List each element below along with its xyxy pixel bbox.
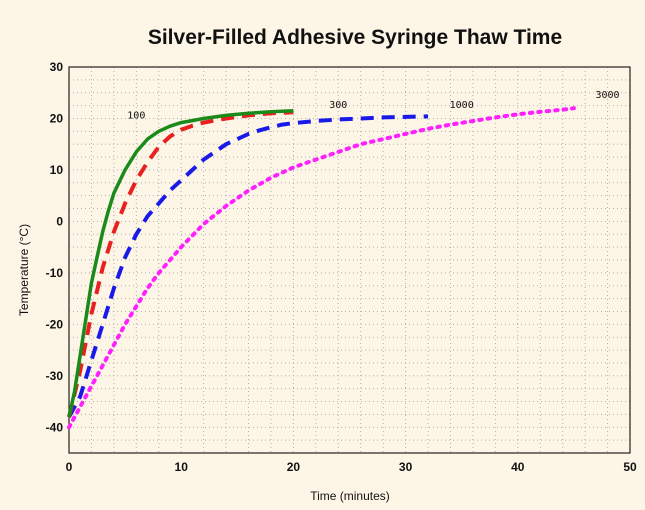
y-tick-label: -30 [46,369,64,383]
x-tick-label: 40 [511,460,525,474]
series-layer [67,106,576,430]
series-line-1000 [67,114,429,418]
series-label-300: 300 [329,100,347,111]
series-line-3000 [67,106,576,430]
series-label-1000: 1000 [450,100,474,111]
y-tick-label: -10 [46,266,64,280]
series-label-3000: 3000 [596,90,620,101]
x-tick-label: 30 [399,460,413,474]
series-line-300 [67,110,294,418]
grid [69,67,630,453]
y-tick-label: 20 [50,111,64,125]
x-tick-label: 50 [623,460,637,474]
x-axis-label: Time (minutes) [310,489,390,503]
series-label-100: 100 [127,110,145,121]
x-tick-label: 0 [66,460,73,474]
x-tick-label: 10 [175,460,189,474]
y-axis-label: Temperature (°C) [17,224,31,316]
series-labels: 100 300 1000 3000 [127,90,619,122]
plot-area [68,66,631,454]
y-tick-label: -40 [46,420,64,434]
y-tick-label: 0 [56,214,63,228]
series-line-100 [67,108,294,418]
y-tick-label: -20 [46,317,64,331]
chart-title: Silver-Filled Adhesive Syringe Thaw Time [148,26,562,49]
y-tick-label: 10 [50,163,64,177]
y-tick-label: 30 [50,60,64,74]
x-tick-label: 20 [287,460,301,474]
